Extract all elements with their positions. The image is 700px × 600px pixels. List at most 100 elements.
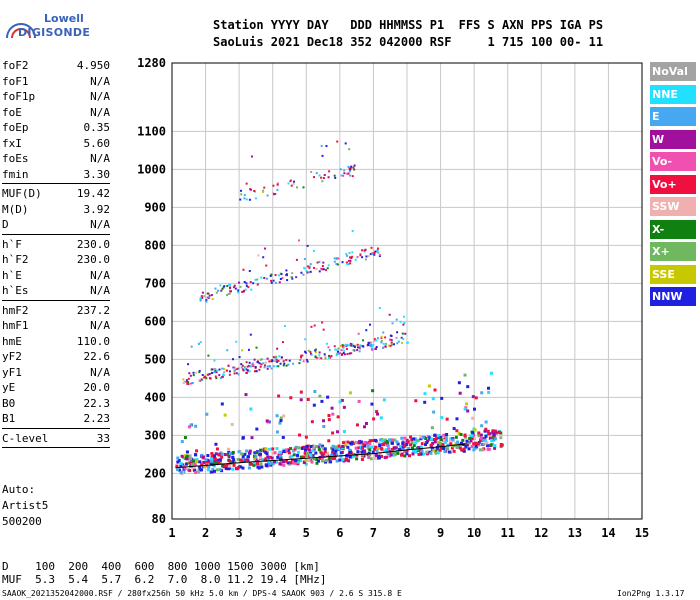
param-name: foF2 [2,59,29,72]
echo-point [223,368,226,371]
echo-point [462,449,466,453]
echo-point [314,451,318,455]
echo-point [281,460,285,464]
echo-point [360,450,364,454]
echo-point [491,429,495,433]
param-value: N/A [90,74,110,88]
param-separator [2,183,110,184]
echo-point [253,461,257,465]
echo-point [266,449,270,453]
echo-point [403,442,407,446]
echo-point [299,459,303,463]
echo-point [356,446,360,450]
header-values: SaoLuis 2021 Dec18 352 042000 RSF 1 715 … [213,35,604,49]
echo-point [286,449,290,453]
echo-point [253,189,256,192]
echo-point [286,279,289,282]
echo-point [307,458,311,462]
echo-point [199,341,202,344]
echo-point [335,453,339,457]
param-separator [2,299,110,301]
echo-point [241,466,245,470]
x-tick-label: 15 [635,526,649,540]
param-row: h`F 230.0 [2,237,110,253]
echo-point [367,343,370,346]
echo-point [311,453,315,457]
echo-point [191,459,195,463]
echo-point [264,361,267,364]
echo-point [467,441,471,445]
echo-point [390,438,394,442]
echo-point [320,454,324,458]
echo-point [330,355,333,358]
param-row: B1 2.23 [2,411,110,427]
echo-point [399,453,403,457]
echo-point [231,460,235,464]
echo-point [376,249,379,252]
echo-point [273,193,276,196]
echo-point [466,443,470,447]
echo-point [176,456,180,460]
echo-point [248,361,251,364]
echo-point [336,140,339,143]
echo-point [371,439,375,443]
echo-point [275,365,278,368]
echo-point [355,423,359,427]
param-value: N/A [90,152,110,165]
echo-point [428,436,432,440]
echo-point [243,197,246,200]
echo-point [320,144,323,147]
echo-point [353,164,356,167]
x-tick-label: 14 [601,526,615,540]
echo-point [354,440,358,444]
param-row: h`F2 230.0 [2,252,110,268]
echo-point [207,465,211,469]
param-row: h`Es N/A [2,283,110,299]
echo-point [185,450,189,454]
echo-point [366,446,370,450]
echo-point [373,340,376,343]
param-row: yE 20.0 [2,380,110,396]
echo-point [274,281,277,284]
echo-point [245,282,248,285]
echo-point [499,443,503,447]
echo-point [251,363,254,366]
echo-point [361,249,364,252]
echo-point [333,174,336,177]
echo-point [280,273,283,276]
echo-point [327,356,330,359]
echo-point [449,442,453,446]
echo-point [370,347,373,350]
echo-point [315,461,319,465]
param-row: foF1p N/A [2,89,110,105]
echo-point [321,446,325,450]
echo-point [489,371,493,375]
echo-point [259,448,263,452]
echo-point [262,256,265,259]
echo-point [266,455,270,459]
echo-point [373,338,376,341]
echo-point [269,365,272,368]
echo-point [272,279,275,282]
echo-point [220,455,224,459]
echo-point [193,453,197,457]
echo-point [317,459,321,463]
echo-point [458,446,462,450]
echo-point [255,370,258,373]
echo-point [205,412,209,416]
echo-point [199,297,202,300]
x-tick-label: 11 [500,526,514,540]
echo-point [300,446,304,450]
echo-point [389,344,392,347]
echo-point [319,451,323,455]
echo-point [177,458,181,462]
echo-point [307,349,310,352]
echo-point [262,362,265,365]
echo-point [211,298,214,301]
echo-point [463,373,467,377]
echo-point [370,402,374,406]
param-row: yF2 22.6 [2,349,110,365]
echo-point [208,377,211,380]
echo-point [472,442,476,446]
echo-point [430,437,434,441]
